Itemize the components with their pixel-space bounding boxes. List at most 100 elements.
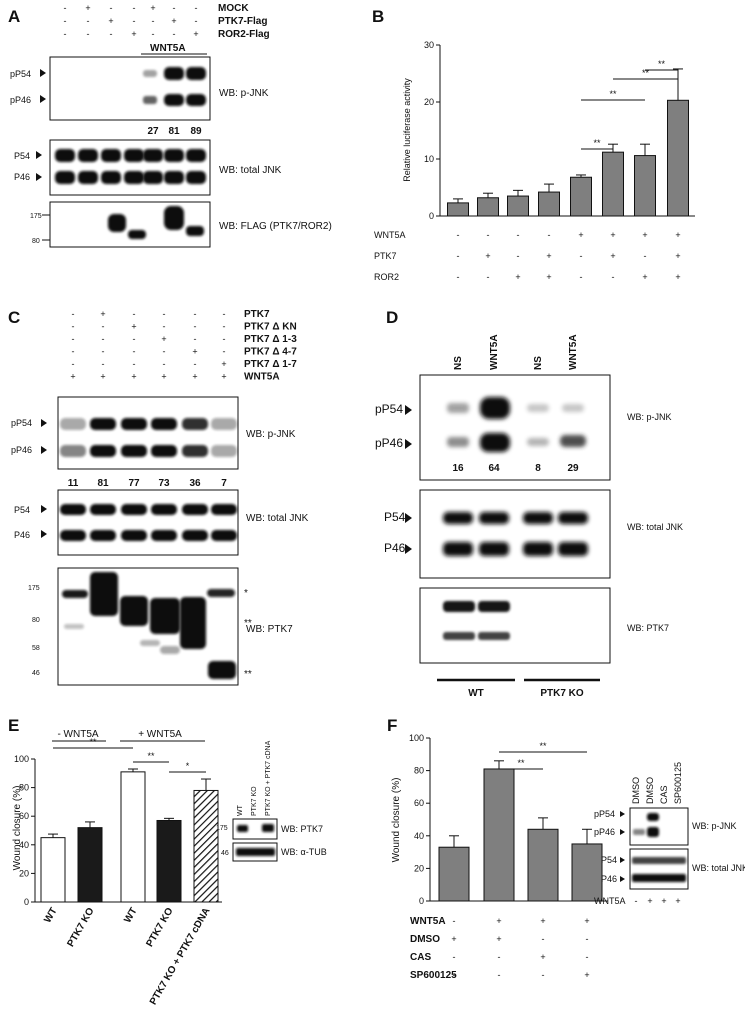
condition-sign: + xyxy=(675,896,680,906)
blot-band xyxy=(60,530,86,541)
condition-sign: - xyxy=(87,16,90,26)
blot-band xyxy=(151,418,177,430)
condition-sign: - xyxy=(194,309,197,319)
x-tick-label: WT xyxy=(122,906,139,925)
panel-d-group-ko: PTK7 KO xyxy=(540,688,584,699)
condition-sign: - xyxy=(635,896,638,906)
condition-sign: - xyxy=(133,334,136,344)
blot-band xyxy=(121,418,147,430)
panel-a-flag-bands xyxy=(108,206,204,239)
condition-sign: - xyxy=(223,347,226,357)
condition-sign: + xyxy=(221,359,226,369)
condition-sign: - xyxy=(517,230,520,240)
panel-d-label: D xyxy=(386,308,398,327)
condition-label: MOCK xyxy=(218,3,249,14)
panel-f-inset-p54-band xyxy=(632,857,686,864)
condition-sign: + xyxy=(578,230,583,240)
panel-c-marker-pp46: pP46 xyxy=(11,445,32,455)
blot-band xyxy=(151,445,177,457)
y-tick-label: 0 xyxy=(429,211,434,221)
condition-sign: + xyxy=(584,916,589,926)
condition-sign: - xyxy=(72,359,75,369)
panel-a-quantification: 27 81 89 xyxy=(147,126,202,137)
blot-band xyxy=(186,149,206,162)
panel-d-pjnk-label: WB: p-JNK xyxy=(627,412,672,422)
quant-value: 73 xyxy=(158,478,170,489)
condition-label: CAS xyxy=(410,952,431,963)
condition-sign: - xyxy=(457,230,460,240)
panel-a-treatment-label: WNT5A xyxy=(150,43,186,54)
blot-band xyxy=(443,512,473,524)
condition-sign: - xyxy=(548,230,551,240)
condition-sign: - xyxy=(517,251,520,261)
quant-value: 81 xyxy=(97,478,109,489)
blot-band xyxy=(186,171,206,184)
panel-d-marker-p54: P54 xyxy=(384,510,406,524)
condition-sign: - xyxy=(580,251,583,261)
y-tick-label: 80 xyxy=(414,766,424,776)
condition-sign: + xyxy=(496,934,501,944)
bar xyxy=(77,827,103,903)
significance-stars: ** xyxy=(658,59,666,69)
panel-c-pjnk-bands xyxy=(60,418,237,457)
blot-band xyxy=(143,171,163,184)
blot-band xyxy=(558,512,588,524)
panel-f-inset-totaljnk-label: WB: total JNK xyxy=(692,863,745,873)
condition-sign: - xyxy=(498,970,501,980)
quant-value: 27 xyxy=(147,126,159,137)
condition-sign: - xyxy=(223,309,226,319)
condition-sign: + xyxy=(192,347,197,357)
panel-e-inset-lanes: WT PTK7 KO PTK7 KO + PTK7 cDNA xyxy=(237,740,272,816)
condition-sign: + xyxy=(647,896,652,906)
blot-band xyxy=(150,598,180,634)
significance-stars: * xyxy=(186,761,190,771)
blot-band xyxy=(78,171,98,184)
x-tick-label: WT xyxy=(42,906,59,925)
condition-label: PTK7 Δ KN xyxy=(244,322,297,333)
condition-sign: + xyxy=(221,372,226,382)
quant-value: 29 xyxy=(567,463,579,474)
lane-label: DMSO xyxy=(631,777,641,804)
panel-c-ptk7-bands xyxy=(62,572,236,679)
condition-label: SP600125 xyxy=(410,970,457,981)
bar xyxy=(571,843,603,902)
y-tick-label: 10 xyxy=(424,154,434,164)
condition-sign: + xyxy=(540,916,545,926)
panel-f-inset-totaljnk-blot xyxy=(629,848,689,890)
blot-band xyxy=(62,590,88,598)
panel-c-pjnk-blot xyxy=(57,396,239,470)
panel-c-ptk7-blot xyxy=(57,567,239,686)
condition-sign: - xyxy=(102,359,105,369)
lane-label: PTK7 KO xyxy=(251,786,258,816)
panel-f-inset-wnt5a-label: WNT5A xyxy=(594,896,626,906)
blot-band xyxy=(101,149,121,162)
blot-band xyxy=(164,171,184,184)
panel-d-totaljnk-bands xyxy=(443,512,588,556)
panel-f-inset-wnt5a-signs: - + + + xyxy=(635,896,681,906)
lane-label: SP600125 xyxy=(673,762,683,804)
condition-sign: + xyxy=(675,251,680,261)
bar xyxy=(438,846,470,902)
condition-sign: - xyxy=(72,334,75,344)
panel-c-quantification: 11 81 77 73 36 7 xyxy=(68,478,228,489)
panel-f-inset-marker-p46: P46 xyxy=(601,874,617,884)
panel-c-star-3: ** xyxy=(244,669,252,680)
condition-sign: + xyxy=(70,372,75,382)
panel-c-condition-table: - + - - - - PTK7 - - + - - - PTK7 Δ KN - - - + - - PTK7 Δ 1-… xyxy=(70,309,297,383)
panel-c-totaljnk-label: WB: total JNK xyxy=(246,513,309,524)
condition-sign: - xyxy=(110,3,113,13)
panel-f-inset-lanes: DMSO DMSO CAS SP600125 xyxy=(631,762,683,804)
y-tick-label: 80 xyxy=(19,783,29,793)
condition-sign: + xyxy=(193,29,198,39)
blot-band xyxy=(140,640,160,646)
condition-label: WNT5A xyxy=(374,230,406,240)
condition-sign: - xyxy=(133,359,136,369)
panel-e-inset-marker-46: 46 xyxy=(221,850,229,857)
panel-a-marker-arrows xyxy=(40,69,46,103)
condition-sign: - xyxy=(487,272,490,282)
blot-band xyxy=(90,445,116,457)
condition-sign: + xyxy=(610,230,615,240)
panel-f-inset-marker-p54: P54 xyxy=(601,855,617,865)
blot-band xyxy=(479,512,509,524)
blot-band xyxy=(143,149,163,162)
